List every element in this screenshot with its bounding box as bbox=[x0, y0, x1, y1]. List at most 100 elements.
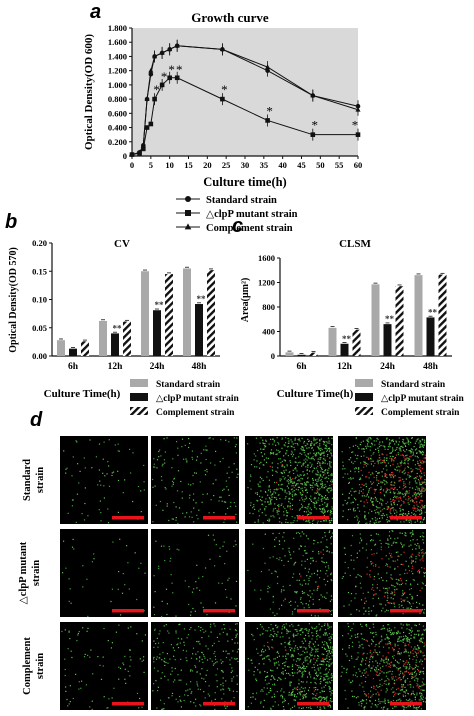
panel-d-cell-dot bbox=[364, 516, 366, 518]
panel-a-title: Growth curve bbox=[191, 10, 269, 25]
panel-d-cell-dot bbox=[283, 624, 285, 626]
panel-d-cell-dot bbox=[294, 699, 296, 701]
panel-d-cell-dot bbox=[264, 670, 266, 673]
panel-a-y-axis-label: Optical Density(OD 600) bbox=[83, 34, 95, 150]
panel-d-cell-dot bbox=[399, 679, 401, 681]
panel-d-cell-dot bbox=[199, 656, 201, 658]
panel-d-cell-dot bbox=[287, 653, 289, 655]
panel-d-cell-dot bbox=[375, 521, 377, 523]
panel-d-cell-dot bbox=[415, 654, 418, 656]
bar bbox=[99, 320, 107, 356]
panel-d-cell-dot bbox=[382, 481, 384, 483]
panel-d-cell-dot bbox=[399, 667, 401, 669]
panel-d-cell-dot bbox=[327, 488, 329, 490]
panel-d-cell-dot bbox=[363, 484, 365, 486]
panel-d-cell-dot bbox=[417, 487, 419, 489]
panel-d-cell-dot bbox=[420, 650, 422, 652]
panel-d-micrograph bbox=[338, 622, 426, 710]
panel-d-cell-dot bbox=[307, 571, 310, 573]
panel-a-y-tick-label: 0.400 bbox=[108, 123, 127, 133]
panel-d-cell-dot bbox=[119, 538, 121, 540]
panel-d-cell-dot bbox=[156, 656, 158, 658]
panel-d-cell-dot bbox=[180, 679, 182, 681]
panel-d-cell-dot bbox=[302, 499, 304, 501]
panel-d-cell-dot bbox=[387, 699, 389, 701]
panel-d-cell-dot bbox=[319, 463, 321, 465]
panel-d-cell-dot bbox=[265, 445, 267, 447]
panel-d-cell-dot bbox=[377, 597, 380, 599]
panel-d-cell-dot bbox=[316, 660, 318, 662]
panel-d-cell-dot bbox=[291, 611, 294, 613]
panel-d-cell-dot bbox=[361, 657, 364, 660]
panel-d-cell-dot bbox=[286, 480, 288, 482]
panel-d-cell-dot bbox=[183, 699, 185, 702]
panel-d-cell-dot bbox=[372, 565, 375, 567]
panel-d-cell-dot bbox=[400, 601, 403, 603]
panel-d-cell-dot bbox=[302, 463, 304, 465]
panel-d-cell-dot bbox=[290, 708, 292, 710]
panel-d-cell-dot bbox=[214, 708, 216, 710]
panel-d-cell-dot bbox=[270, 708, 272, 710]
panel-d-cell-dot bbox=[298, 658, 300, 660]
panel-d-cell-dot bbox=[375, 693, 377, 695]
panel-d-cell-dot bbox=[324, 502, 326, 504]
panel-d-cell-dot bbox=[323, 514, 325, 516]
panel-d-cell-dot bbox=[296, 696, 298, 698]
panel-d-cell-dot bbox=[178, 679, 180, 681]
panel-d-cell-dot bbox=[264, 679, 266, 681]
panel-d-cell-dot bbox=[396, 632, 399, 634]
panel-d-cell-dot bbox=[388, 587, 390, 589]
panel-a-y-tick-label: 1.600 bbox=[108, 37, 127, 47]
panel-d-cell-dot bbox=[422, 481, 424, 483]
panel-d-cell-dot bbox=[364, 610, 367, 612]
panel-d-cell-dot bbox=[282, 625, 284, 627]
panel-d-cell-dot bbox=[289, 674, 291, 676]
panel-d-cell-dot bbox=[272, 628, 274, 630]
panel-d-cell-dot bbox=[412, 653, 414, 655]
panel-d-cell-dot bbox=[290, 693, 292, 695]
panel-d-cell-dot bbox=[313, 498, 315, 500]
panel-d-cell-dot bbox=[285, 496, 287, 498]
panel-d-cell-dot bbox=[417, 457, 419, 459]
panel-d-cell-dot bbox=[330, 646, 332, 648]
panel-d-cell-dot bbox=[414, 543, 416, 545]
panel-d-cell-dot bbox=[285, 452, 287, 454]
panel-d-cell-dot bbox=[374, 544, 376, 546]
panel-d-cell-dot bbox=[410, 451, 412, 453]
panel-d-cell-dot bbox=[289, 492, 291, 494]
panel-d-cell-dot bbox=[269, 557, 271, 559]
panel-d-cell-dot bbox=[265, 491, 267, 494]
panel-d-cell-dot bbox=[320, 551, 322, 553]
panel-d-cell-dot bbox=[120, 614, 122, 616]
panel-d-cell-dot bbox=[130, 659, 132, 661]
panel-d-cell-dot bbox=[215, 544, 217, 546]
panel-d-cell-dot bbox=[107, 640, 109, 642]
panel-a-series: ** * **** * bbox=[129, 39, 361, 157]
panel-d-cell-dot bbox=[299, 670, 301, 672]
panel-d-cell-dot bbox=[324, 584, 327, 586]
panel-d-cell-dot bbox=[299, 670, 302, 672]
panel-d-cell-dot bbox=[310, 487, 312, 489]
panel-d-cell-dot bbox=[387, 539, 389, 541]
panel-d-cell-dot bbox=[309, 497, 311, 500]
panel-d-cell-dot bbox=[356, 658, 358, 660]
panel-d-cell-dot bbox=[402, 599, 404, 602]
panel-d-cell-dot bbox=[203, 449, 205, 451]
panel-d-cell-dot bbox=[403, 462, 405, 464]
panel-d-cell-dot bbox=[382, 500, 384, 502]
panel-d-cell-dot bbox=[219, 633, 221, 635]
panel-d-cell-dot bbox=[160, 545, 163, 547]
panel-d-cell-dot bbox=[315, 683, 317, 685]
panel-d-cell-dot bbox=[402, 442, 404, 444]
panel-d-cell-dot bbox=[260, 448, 262, 450]
panel-a-significance-marker: * bbox=[176, 62, 183, 77]
panel-d-cell-dot bbox=[386, 689, 388, 691]
panel-d-cell-dot bbox=[389, 492, 391, 494]
panel-d-cell-dot bbox=[261, 689, 263, 691]
panel-d-cell-dot bbox=[315, 439, 317, 441]
panel-d-cell-dot bbox=[388, 552, 390, 554]
panel-d-cell-dot bbox=[405, 498, 407, 500]
panel-d-cell-dot bbox=[286, 515, 288, 517]
panel-d-cell-dot bbox=[223, 688, 225, 691]
panel-d-cell-dot bbox=[399, 578, 402, 580]
